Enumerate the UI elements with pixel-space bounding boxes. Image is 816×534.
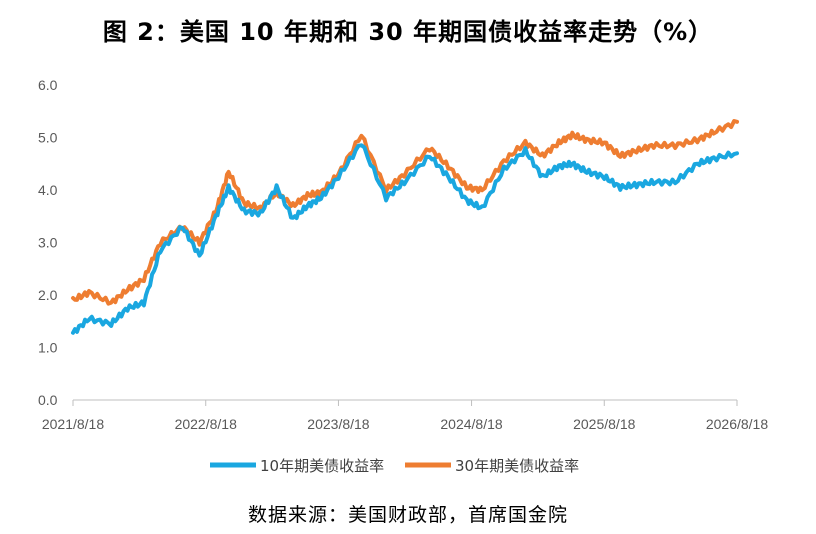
y-tick-label: 2.0 [38,287,58,303]
x-tick-label: 2023/8/18 [307,416,369,432]
legend-label: 10年期美债收益率 [260,457,384,475]
y-tick-label: 5.0 [38,130,58,146]
legend: 10年期美债收益率 30年期美债收益率 [210,457,579,475]
source-note: 数据来源：美国财政部，首席国金院 [247,504,568,526]
y-tick-label: 0.0 [38,392,58,408]
x-axis-ticks: 2021/8/18 2022/8/18 2023/8/18 2024/8/18 2025… [42,400,768,432]
series-lines [71,119,739,335]
chart-title: 图 2：美国 10 年期和 30 年期国债收益率走势（%） [102,18,714,46]
y-tick-label: 6.0 [38,77,58,93]
x-tick-label: 2026/8/18 [706,416,768,432]
y-tick-label: 4.0 [38,182,58,198]
y-axis-ticks: 0.0 1.0 2.0 3.0 4.0 5.0 6.0 [38,77,58,408]
x-tick-label: 2025/8/18 [573,416,635,432]
y-tick-label: 1.0 [38,340,58,356]
y-tick-label: 3.0 [38,235,58,251]
x-tick-label: 2024/8/18 [440,416,502,432]
x-tick-label: 2021/8/18 [42,416,104,432]
x-tick-label: 2022/8/18 [175,416,237,432]
series-line-30y [71,119,739,306]
legend-label: 30年期美债收益率 [455,457,579,475]
series-line-10y [71,143,739,335]
